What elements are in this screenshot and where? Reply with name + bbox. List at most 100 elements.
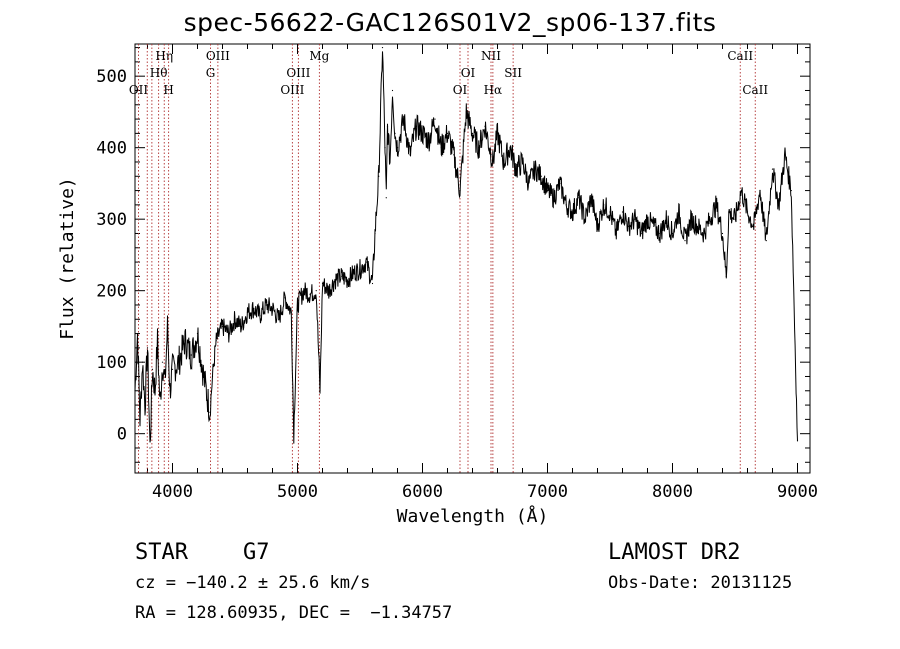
- spectrum-point: [696, 225, 699, 227]
- spectrum-point: [378, 175, 380, 177]
- spectrum-point: [603, 204, 605, 206]
- spectrum-point: [453, 154, 455, 156]
- spectrum-point: [196, 332, 199, 335]
- spectrum-point: [265, 304, 267, 306]
- spectrum-point: [671, 232, 674, 235]
- redshift-info: cz = −140.2 ± 25.6 km/s: [135, 573, 371, 593]
- y-tick-label: 400: [96, 139, 127, 159]
- spectrum-point: [215, 340, 217, 342]
- spectrum-point: [328, 290, 330, 292]
- spectrum-point: [678, 211, 680, 213]
- spectrum-point: [391, 89, 394, 92]
- spectrum-point: [374, 232, 376, 235]
- spectrum-point: [139, 418, 141, 420]
- spectrum-point: [640, 232, 642, 235]
- spectrum-point: [634, 218, 636, 220]
- spectrum-point: [459, 189, 461, 192]
- spectrum-point: [141, 361, 144, 363]
- spectrum-point: [796, 440, 799, 442]
- spectrum-point: [709, 218, 711, 220]
- spectrum-point: [296, 304, 299, 306]
- spectrum-point: [203, 375, 205, 378]
- spectrum-point: [321, 282, 324, 285]
- spectral-line-label: OII: [129, 83, 149, 97]
- spectrum-point: [240, 325, 242, 328]
- spectrum-point: [315, 290, 317, 292]
- chart-title: spec-56622-GAC126S01V2_sp06-137.fits: [183, 8, 717, 37]
- spectrum-point: [715, 204, 717, 206]
- spectrum-point: [434, 118, 436, 120]
- spectrum-point: [319, 390, 321, 392]
- spectrum-point: [609, 211, 611, 213]
- spectrum-point: [440, 147, 442, 149]
- spectrum-point: [246, 311, 249, 313]
- survey-name: LAMOST DR2: [608, 540, 741, 565]
- spectrum-point: [753, 225, 755, 227]
- spectrum-point: [259, 315, 261, 317]
- x-axis-label: Wavelength (Å): [397, 505, 549, 527]
- spectrum-point: [353, 272, 355, 274]
- x-tick-label: 7000: [527, 482, 568, 502]
- spectrum-point: [385, 197, 387, 199]
- y-tick-label: 300: [96, 210, 127, 230]
- spectrum-point: [565, 204, 567, 206]
- spectrum-point: [559, 182, 561, 185]
- spectrum-point: [659, 232, 661, 235]
- spectrum-point: [721, 232, 724, 235]
- spectrum-point: [144, 404, 146, 406]
- spectrum-point: [396, 147, 399, 149]
- spectrum-point: [484, 125, 486, 127]
- spectrum-point: [278, 318, 280, 320]
- spectrum-point: [534, 168, 536, 170]
- spectrum-point: [234, 318, 236, 320]
- spectral-line-label: SII: [504, 66, 522, 80]
- spectrum-point: [293, 433, 295, 435]
- spectrum-point: [478, 147, 480, 149]
- object-subclass: G7: [243, 540, 270, 565]
- spectrum-point: [734, 218, 736, 220]
- spectrum-point: [515, 168, 517, 170]
- spectral-line-label: OIII: [286, 66, 310, 80]
- spectrum-point: [553, 197, 555, 199]
- spectral-line-label: G: [206, 66, 216, 80]
- spectral-line-label: OIII: [280, 83, 304, 97]
- observation-date: Obs-Date: 20131125: [608, 573, 793, 593]
- spectrum-point: [528, 182, 530, 185]
- spectrum-point: [346, 279, 349, 281]
- spectrum-point: [759, 189, 761, 192]
- spectrum-point: [365, 261, 367, 263]
- spectrum-point: [521, 161, 524, 163]
- spectrum-point: [136, 332, 139, 335]
- spectrum-point: [571, 211, 574, 213]
- spectrum-point: [615, 232, 617, 235]
- spectrum-point: [190, 354, 192, 356]
- spectral-line-label: Hα: [484, 83, 503, 97]
- spectrum-point: [211, 375, 214, 378]
- spectrum-point: [156, 340, 159, 342]
- spectrum-point: [340, 275, 342, 277]
- spectrum-point: [209, 411, 211, 413]
- spectrum-point: [149, 447, 151, 449]
- spectrum-point: [784, 154, 786, 156]
- spectrum-point: [778, 204, 780, 206]
- coordinates-info: RA = 128.60935, DEC = −1.34757: [135, 603, 453, 623]
- spectrum-point: [394, 132, 396, 134]
- y-tick-label: 200: [96, 282, 127, 302]
- spectral-line-label: Hθ: [150, 66, 168, 80]
- spectrum-point: [171, 368, 174, 370]
- spectral-line-label: Hη: [155, 49, 173, 63]
- x-tick-label: 5000: [277, 482, 318, 502]
- spectrum-point: [621, 211, 624, 213]
- spectral-line-label: OI: [453, 83, 468, 97]
- spectrum-point: [290, 311, 292, 313]
- spectrum-point: [790, 189, 792, 192]
- spectrum-point: [389, 161, 391, 163]
- spectral-line-label: CaII: [727, 49, 753, 63]
- spectrum-point: [386, 125, 389, 127]
- spectrum-point: [253, 307, 255, 310]
- spectrum-point: [178, 361, 180, 363]
- spectrum-point: [725, 275, 727, 277]
- spectrum-point: [471, 132, 474, 134]
- spectrum-point: [728, 211, 730, 213]
- x-tick-label: 4000: [152, 482, 193, 502]
